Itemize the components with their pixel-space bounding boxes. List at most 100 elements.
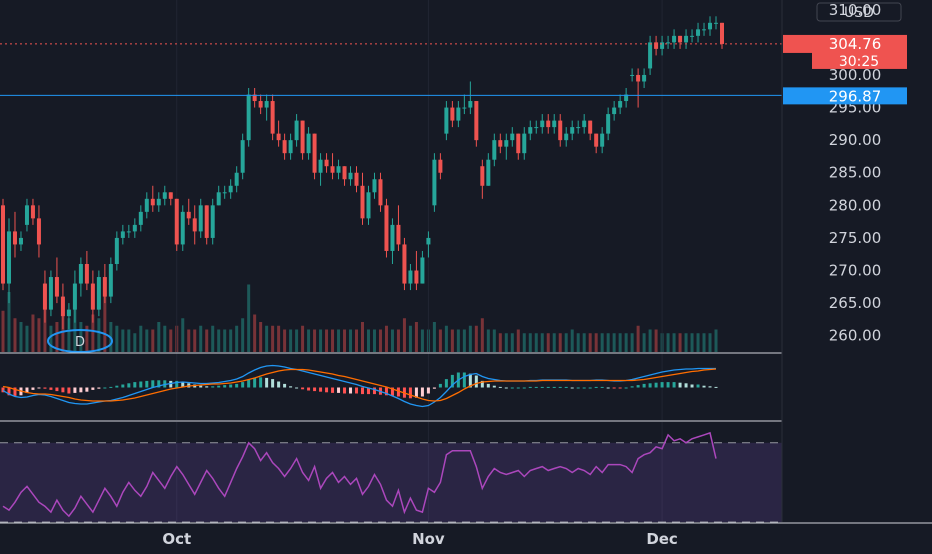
- volume-bar: [552, 333, 556, 352]
- candle-body: [654, 42, 659, 49]
- volume-bar: [546, 333, 550, 352]
- candle-body: [30, 205, 35, 219]
- volume-bar: [366, 329, 370, 352]
- candle-body: [84, 264, 89, 284]
- candle-body: [396, 224, 401, 245]
- macd-histogram-bar: [540, 386, 544, 388]
- macd-histogram-bar: [79, 387, 83, 393]
- candle-body: [66, 309, 71, 317]
- last-price-tag: [783, 34, 907, 53]
- volume-bar: [193, 329, 197, 352]
- volume-bar: [510, 333, 514, 352]
- volume-bar: [253, 314, 257, 352]
- macd-histogram-bar: [55, 387, 59, 392]
- volume-bar: [235, 325, 239, 352]
- macd-histogram-bar: [25, 387, 29, 393]
- volume-bar: [247, 284, 251, 352]
- currency-label: USD: [844, 5, 874, 21]
- candle-body: [162, 192, 167, 199]
- candle-body: [714, 22, 719, 24]
- macd-histogram-bar: [253, 377, 257, 388]
- interval-badge-ring: [47, 329, 113, 353]
- macd-histogram-bar: [361, 387, 364, 395]
- candle-body: [708, 22, 713, 30]
- volume-bar: [390, 329, 394, 352]
- candle-body: [288, 140, 293, 154]
- macd-histogram-bar: [199, 385, 203, 388]
- candle-body: [36, 218, 41, 245]
- candle-body: [690, 35, 695, 37]
- candle-body: [324, 159, 329, 167]
- candle-body: [564, 133, 569, 141]
- macd-histogram-bar: [504, 387, 508, 389]
- candle-body: [546, 120, 551, 128]
- volume-bar: [384, 325, 388, 352]
- macd-histogram-bar: [307, 387, 311, 391]
- macd-histogram-bar: [61, 387, 65, 393]
- macd-histogram-bar: [612, 387, 616, 389]
- macd-histogram-bar: [714, 386, 718, 388]
- volume-bar: [672, 333, 676, 352]
- candle-body: [600, 133, 605, 147]
- candle-body: [678, 35, 683, 43]
- candle-body: [294, 120, 299, 141]
- macd-histogram-bar: [109, 386, 113, 388]
- macd-histogram-bar: [235, 383, 239, 388]
- candle-body: [624, 94, 629, 102]
- candle-body: [552, 120, 557, 128]
- macd-histogram-bar: [175, 380, 179, 388]
- candle-body: [18, 237, 23, 245]
- macd-histogram-bar: [289, 386, 293, 388]
- candle-body: [210, 205, 215, 238]
- candle-body: [276, 133, 281, 141]
- macd-histogram-bar: [660, 382, 664, 388]
- volume-bar: [181, 318, 185, 352]
- macd-histogram-bar: [696, 384, 700, 388]
- macd-histogram-bar: [247, 379, 251, 388]
- candle-body: [54, 277, 59, 297]
- macd-histogram-bar: [121, 384, 125, 388]
- volume-bar: [570, 329, 574, 352]
- candle-body: [114, 237, 119, 264]
- volume-bar: [205, 329, 209, 352]
- macd-histogram-bar: [486, 383, 490, 388]
- macd-histogram-bar: [325, 387, 329, 393]
- volume-bar: [708, 333, 712, 352]
- macd-histogram-bar: [390, 387, 394, 396]
- time-tick-label: Oct: [162, 530, 191, 548]
- candle-body: [336, 166, 341, 173]
- volume-bar: [378, 329, 382, 352]
- candle-body: [168, 192, 173, 199]
- time-tick-label: Nov: [412, 530, 445, 548]
- candle-body: [60, 296, 65, 317]
- volume-bar: [343, 329, 347, 352]
- volume-bar: [516, 329, 520, 352]
- level-tag: [783, 87, 907, 105]
- macd-histogram-bar: [355, 387, 359, 394]
- volume-bar: [450, 329, 454, 352]
- volume-bar: [55, 322, 59, 352]
- candle-body: [318, 159, 323, 173]
- candle-body: [702, 29, 707, 31]
- macd-histogram-bar: [432, 387, 436, 389]
- macd-histogram-bar: [49, 387, 53, 390]
- candle-body: [150, 198, 155, 206]
- macd-histogram-bar: [271, 379, 275, 388]
- macd-histogram-bar: [97, 387, 101, 389]
- candle-body: [306, 133, 311, 154]
- volume-bar: [438, 329, 442, 352]
- macd-histogram-bar: [426, 387, 430, 394]
- macd-histogram-bar: [576, 387, 580, 389]
- price-tick-label: 275.00: [829, 229, 882, 247]
- candle-body: [228, 185, 233, 193]
- volume-bar: [49, 325, 53, 352]
- candle-body: [96, 277, 101, 310]
- macd-histogram-bar: [564, 386, 568, 388]
- macd-histogram-bar: [31, 387, 35, 390]
- macd-histogram-bar: [570, 387, 574, 389]
- volume-bar: [432, 322, 436, 352]
- candle-body: [180, 211, 185, 245]
- candle-body: [300, 120, 305, 154]
